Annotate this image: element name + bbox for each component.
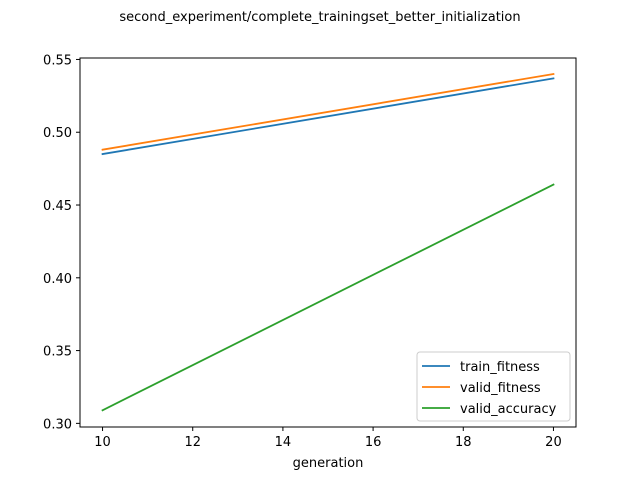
chart-title: second_experiment/complete_trainingset_b… <box>119 10 520 25</box>
x-tick-label: 12 <box>184 435 201 450</box>
x-tick-label: 10 <box>94 435 111 450</box>
y-tick-label: 0.30 <box>43 417 72 432</box>
legend: train_fitness valid_fitness valid_accuracy <box>416 351 571 422</box>
plot-area <box>79 57 577 428</box>
x-tick-label: 14 <box>275 435 292 450</box>
y-tick-label: 0.55 <box>43 53 72 68</box>
y-tick-label: 0.40 <box>43 272 72 287</box>
x-axis-label: generation <box>293 456 364 471</box>
legend-box <box>416 351 571 422</box>
y-tick-label: 0.35 <box>43 345 72 360</box>
x-tick-label: 18 <box>455 435 472 450</box>
y-tick-label: 0.45 <box>43 199 72 214</box>
y-axis: 0.30 0.35 0.40 0.45 0.50 0.55 <box>43 53 80 432</box>
x-tick-label: 20 <box>545 435 562 450</box>
legend-label-valid-fitness: valid_fitness <box>460 381 541 396</box>
series-line-train-fitness <box>101 77 555 156</box>
series-line-valid-accuracy <box>101 183 555 412</box>
series-line-valid-fitness <box>101 72 555 151</box>
x-axis: 10 12 14 16 18 20 <box>94 427 562 450</box>
legend-label-train-fitness: train_fitness <box>460 360 540 375</box>
x-tick-label: 16 <box>365 435 382 450</box>
legend-label-valid-accuracy: valid_accuracy <box>460 402 557 417</box>
series-layer <box>101 72 555 412</box>
y-tick-label: 0.50 <box>43 126 72 141</box>
